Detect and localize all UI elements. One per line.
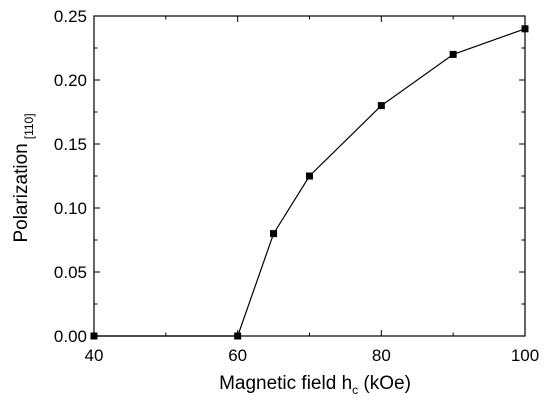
y-axis-label-main: Polarization — [11, 143, 32, 242]
y-axis-label: Polarization [110] — [11, 113, 36, 242]
y-tick-label: 0.05 — [54, 263, 87, 282]
tick-labels: 40 60 80 100 0.00 0.05 0.10 0.15 0.20 0.25 — [54, 7, 539, 365]
y-tick-label: 0.10 — [54, 199, 87, 218]
y-tick-label: 0.15 — [54, 135, 87, 154]
x-tick-label: 60 — [228, 346, 247, 365]
x-axis-label-unit: (kOe) — [358, 373, 411, 394]
data-point — [377, 102, 385, 110]
markers — [90, 25, 529, 340]
x-axis-label-sub: c — [352, 383, 358, 397]
x-tick-label: 100 — [511, 346, 539, 365]
data-point — [270, 230, 278, 238]
x-axis-label-main: Magnetic field h — [219, 373, 352, 394]
y-tick-label: 0.20 — [54, 71, 87, 90]
y-tick-label: 0.25 — [54, 7, 87, 26]
x-tick-label: 40 — [85, 346, 104, 365]
y-axis-label-sub: [110] — [22, 113, 36, 139]
y-tick-label: 0.00 — [54, 327, 87, 346]
data-point — [521, 25, 529, 33]
data-point — [449, 50, 457, 58]
data-point — [234, 332, 242, 340]
data-point — [90, 332, 98, 340]
x-tick-label: 80 — [372, 346, 391, 365]
series-line — [94, 28, 526, 337]
data-point — [306, 172, 313, 180]
x-axis-label: Magnetic field hc (kOe) — [219, 373, 411, 397]
ticks — [93, 15, 526, 337]
